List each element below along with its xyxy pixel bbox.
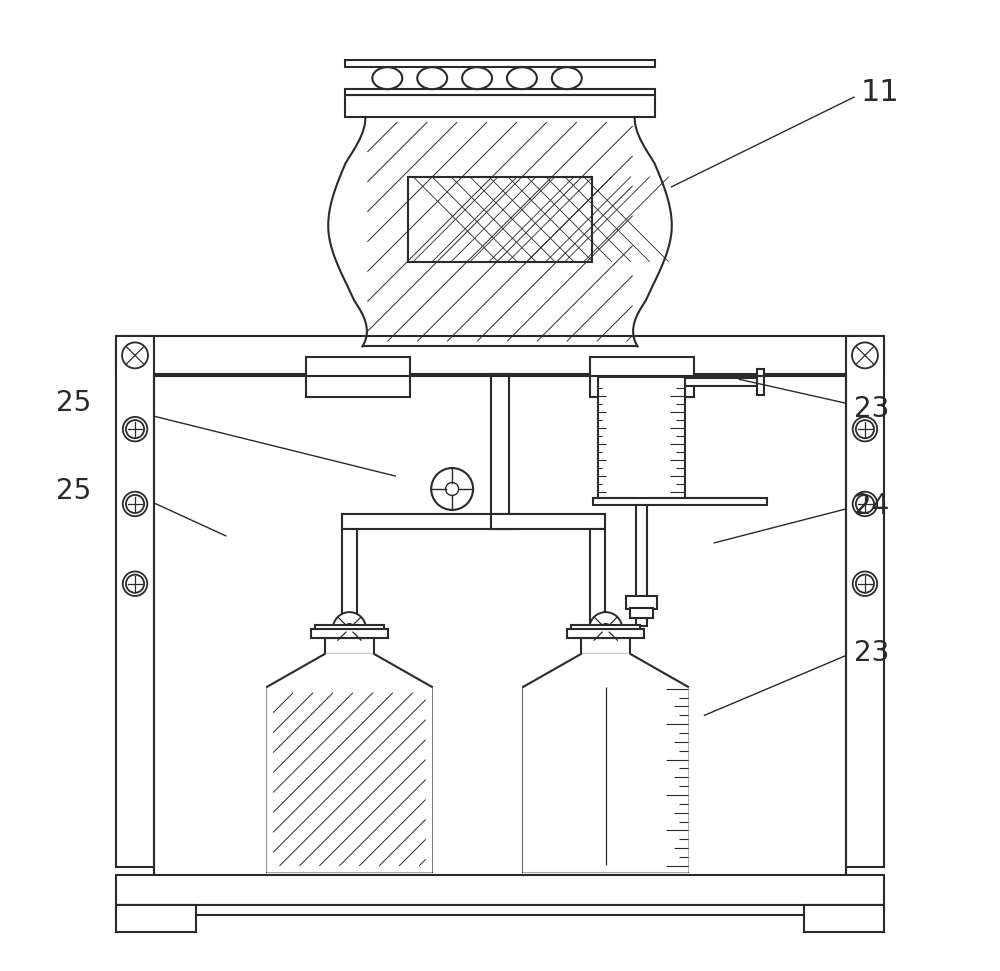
Circle shape <box>126 420 144 438</box>
Ellipse shape <box>507 67 537 89</box>
Text: 24: 24 <box>854 492 889 519</box>
Bar <box>523 686 688 872</box>
Polygon shape <box>523 653 688 872</box>
Bar <box>315 625 384 628</box>
Bar <box>581 638 630 653</box>
Bar <box>345 89 655 95</box>
Bar <box>598 378 685 499</box>
Bar <box>116 336 884 374</box>
Circle shape <box>344 623 354 633</box>
Bar <box>804 905 884 932</box>
Circle shape <box>601 623 611 633</box>
Bar <box>116 905 884 915</box>
Bar <box>342 514 518 529</box>
Bar <box>757 369 764 395</box>
Bar <box>491 514 605 529</box>
Bar <box>311 628 388 638</box>
Circle shape <box>852 343 878 368</box>
Circle shape <box>123 491 147 517</box>
Bar <box>636 505 647 625</box>
Circle shape <box>856 420 874 438</box>
Bar <box>342 529 357 632</box>
Circle shape <box>431 468 473 510</box>
Ellipse shape <box>417 67 447 89</box>
Bar <box>325 638 374 653</box>
Circle shape <box>333 612 366 645</box>
Circle shape <box>123 572 147 596</box>
Circle shape <box>126 575 144 592</box>
Circle shape <box>123 417 147 442</box>
Bar <box>846 336 884 867</box>
Text: 11: 11 <box>861 78 900 107</box>
Bar <box>685 379 757 386</box>
Ellipse shape <box>462 67 492 89</box>
Text: 25: 25 <box>56 389 92 418</box>
Bar <box>408 177 592 261</box>
Circle shape <box>126 495 144 513</box>
Bar <box>306 357 410 397</box>
Bar <box>593 498 767 505</box>
Circle shape <box>589 612 622 645</box>
Ellipse shape <box>552 67 582 89</box>
Ellipse shape <box>372 67 402 89</box>
Bar <box>345 60 655 67</box>
Bar <box>571 625 640 628</box>
Bar <box>626 595 657 609</box>
Bar <box>116 905 196 932</box>
Bar <box>116 875 884 905</box>
Circle shape <box>853 491 877 517</box>
Bar <box>630 608 653 618</box>
Circle shape <box>853 572 877 596</box>
Circle shape <box>856 495 874 513</box>
Polygon shape <box>328 117 672 347</box>
Circle shape <box>122 343 148 368</box>
Circle shape <box>446 483 459 495</box>
Text: 25: 25 <box>56 477 92 505</box>
Bar <box>590 529 605 632</box>
Polygon shape <box>267 653 432 872</box>
Text: 23: 23 <box>854 395 889 423</box>
Bar <box>590 357 694 397</box>
Bar <box>116 336 154 867</box>
Bar <box>345 95 655 117</box>
Bar <box>567 628 644 638</box>
Circle shape <box>853 417 877 442</box>
Circle shape <box>856 575 874 592</box>
Text: 23: 23 <box>854 639 889 666</box>
Bar <box>267 686 432 872</box>
Bar <box>491 374 509 529</box>
